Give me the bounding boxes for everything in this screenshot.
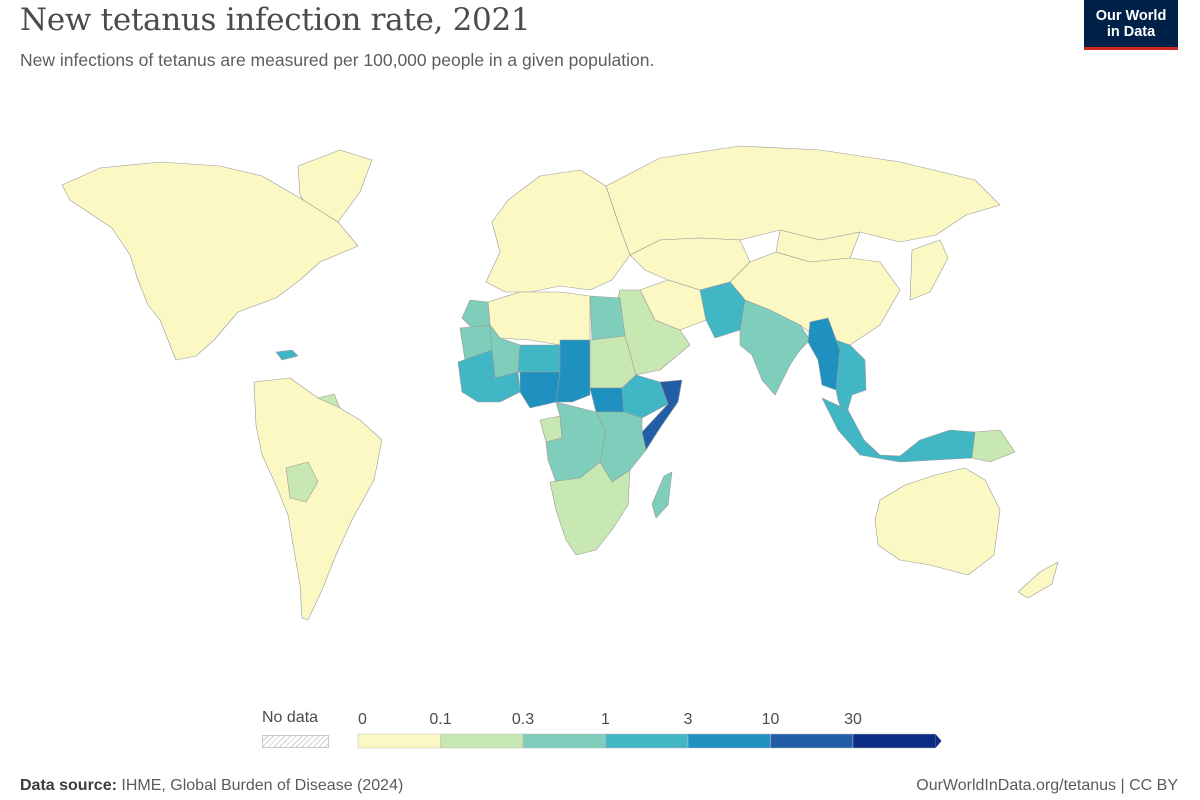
logo-line-2: in Data bbox=[1106, 23, 1156, 40]
chart-subtitle: New infections of tetanus are measured p… bbox=[20, 50, 655, 70]
data-source-text: IHME, Global Burden of Disease (2024) bbox=[121, 777, 404, 794]
region-north-america[interactable] bbox=[61, 161, 359, 361]
legend-tick-label: 0.1 bbox=[429, 711, 451, 728]
region-india[interactable] bbox=[739, 299, 811, 396]
legend-arrow bbox=[935, 734, 942, 748]
region-australia[interactable] bbox=[874, 467, 1001, 576]
region-bolivia[interactable] bbox=[285, 461, 319, 503]
region-southern-africa[interactable] bbox=[549, 461, 631, 556]
legend-tick-label: 10 bbox=[762, 711, 780, 728]
legend-swatch[interactable] bbox=[605, 733, 689, 749]
region-southeast-asia[interactable] bbox=[835, 339, 867, 421]
region-papua-new-guinea[interactable] bbox=[971, 429, 1016, 463]
region-madagascar[interactable] bbox=[651, 471, 673, 519]
logo-line-1: Our World bbox=[1095, 7, 1167, 24]
legend-swatch[interactable] bbox=[687, 733, 771, 749]
legend-swatch[interactable] bbox=[440, 733, 524, 749]
legend-swatch[interactable] bbox=[357, 733, 441, 749]
legend-swatch[interactable] bbox=[852, 733, 936, 749]
region-nigeria[interactable] bbox=[519, 371, 561, 409]
legend-no-data-swatch bbox=[262, 735, 329, 748]
owid-link[interactable]: OurWorldInData.org/tetanus | CC BY bbox=[916, 777, 1178, 794]
legend-tick-label: 0.3 bbox=[512, 711, 534, 728]
legend-tick-label: 3 bbox=[684, 711, 693, 728]
region-somalia[interactable] bbox=[641, 379, 683, 451]
data-source: Data source: IHME, Global Burden of Dise… bbox=[20, 777, 403, 795]
region-haiti[interactable] bbox=[275, 349, 299, 361]
region-south-america[interactable] bbox=[253, 377, 383, 621]
legend-tick-label: 1 bbox=[601, 711, 610, 728]
chart-title: New tetanus infection rate, 2021 bbox=[20, 2, 531, 38]
region-east-africa[interactable] bbox=[595, 411, 647, 483]
legend-swatch[interactable] bbox=[770, 733, 854, 749]
legend-swatch[interactable] bbox=[522, 733, 606, 749]
legend-tick-label: 30 bbox=[844, 711, 862, 728]
world-map bbox=[61, 145, 1059, 621]
legend-no-data-label: No data bbox=[262, 709, 319, 726]
owid-logo[interactable]: Our World in Data bbox=[1084, 0, 1178, 50]
region-myanmar[interactable] bbox=[807, 317, 841, 391]
legend-tick-label: 0 bbox=[358, 711, 367, 728]
region-japan[interactable] bbox=[909, 239, 949, 301]
data-source-label: Data source: bbox=[20, 777, 117, 794]
region-indonesia[interactable] bbox=[821, 397, 976, 463]
region-greenland[interactable] bbox=[297, 149, 373, 223]
region-new-zealand[interactable] bbox=[1017, 561, 1059, 599]
